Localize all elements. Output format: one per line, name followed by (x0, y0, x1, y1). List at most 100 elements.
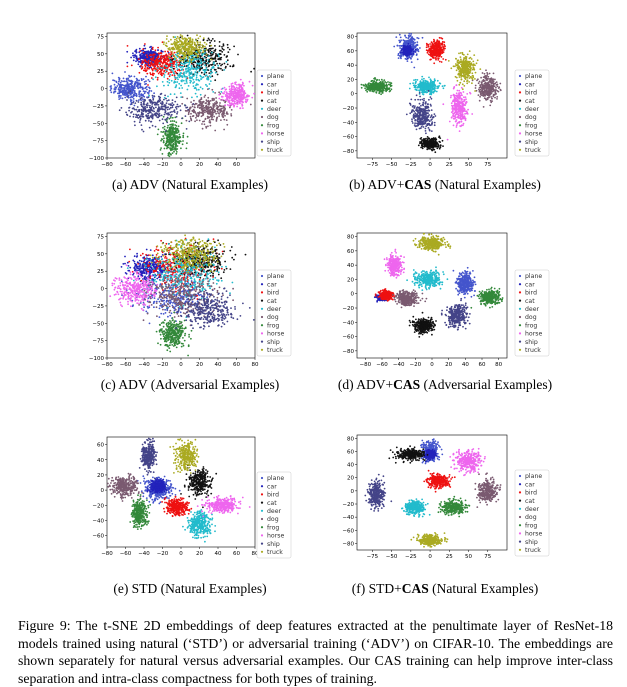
point (153, 95, 155, 97)
point (127, 87, 129, 89)
point (427, 87, 429, 89)
y-tick-label: 25 (97, 69, 104, 75)
point (175, 121, 177, 123)
point (191, 49, 193, 51)
point (134, 83, 136, 85)
point (201, 68, 203, 70)
point (149, 87, 151, 89)
point (442, 140, 444, 142)
point (137, 106, 139, 108)
point (216, 63, 218, 65)
point (195, 39, 197, 41)
point (435, 137, 437, 139)
point (214, 69, 216, 71)
point (198, 38, 200, 40)
point (423, 88, 425, 90)
point (170, 111, 172, 113)
point (409, 35, 411, 37)
point (185, 50, 187, 52)
point (174, 144, 176, 146)
point (221, 64, 223, 66)
point (128, 92, 130, 94)
point (176, 116, 178, 118)
point (221, 105, 223, 107)
point (171, 61, 173, 63)
point (423, 90, 425, 92)
point (410, 39, 412, 41)
point (429, 43, 431, 45)
point (415, 82, 417, 84)
point (201, 64, 203, 66)
point (140, 61, 142, 63)
point (428, 77, 430, 79)
point (137, 85, 139, 87)
point (180, 85, 182, 87)
legend-marker (261, 132, 263, 134)
legend-marker (261, 141, 263, 143)
point (208, 51, 210, 53)
point (134, 90, 136, 92)
point (210, 80, 212, 82)
point (442, 85, 444, 87)
point (190, 62, 192, 64)
point (218, 55, 220, 57)
point (170, 147, 172, 149)
point (208, 102, 210, 104)
point (213, 99, 215, 101)
point (170, 54, 172, 56)
point (168, 135, 170, 137)
point (193, 79, 195, 81)
point (175, 81, 177, 83)
point (146, 69, 148, 71)
point (138, 80, 140, 82)
point (126, 99, 128, 101)
point (181, 81, 183, 83)
point (161, 104, 163, 106)
point (141, 124, 143, 126)
point (144, 83, 146, 85)
point (134, 124, 136, 126)
point (201, 123, 203, 125)
point (176, 81, 178, 83)
point (214, 92, 216, 94)
point (186, 148, 188, 150)
legend-label: plane (267, 73, 284, 80)
point (134, 121, 136, 123)
point (215, 60, 217, 62)
point (158, 73, 160, 75)
point (166, 113, 168, 115)
point (399, 34, 401, 36)
point (153, 68, 155, 70)
point (187, 136, 189, 138)
point (432, 143, 434, 145)
point (405, 37, 407, 39)
point (150, 62, 152, 64)
point (415, 88, 417, 90)
point (218, 67, 220, 69)
point (197, 41, 199, 43)
point (162, 81, 164, 83)
point (189, 82, 191, 84)
point (407, 60, 409, 62)
point (204, 46, 206, 48)
point (148, 115, 150, 117)
point (194, 44, 196, 46)
point (433, 39, 435, 41)
point (137, 63, 139, 65)
point (242, 101, 244, 103)
point (235, 103, 237, 105)
point (240, 107, 242, 109)
point (164, 95, 166, 97)
point (426, 149, 428, 151)
point (203, 69, 205, 71)
point (150, 49, 152, 51)
point (221, 113, 223, 115)
point (184, 105, 186, 107)
point (230, 90, 232, 92)
point (202, 88, 204, 90)
point (433, 91, 435, 93)
legend-label: deer (267, 106, 282, 113)
point (434, 87, 436, 89)
legend-marker (261, 108, 263, 110)
